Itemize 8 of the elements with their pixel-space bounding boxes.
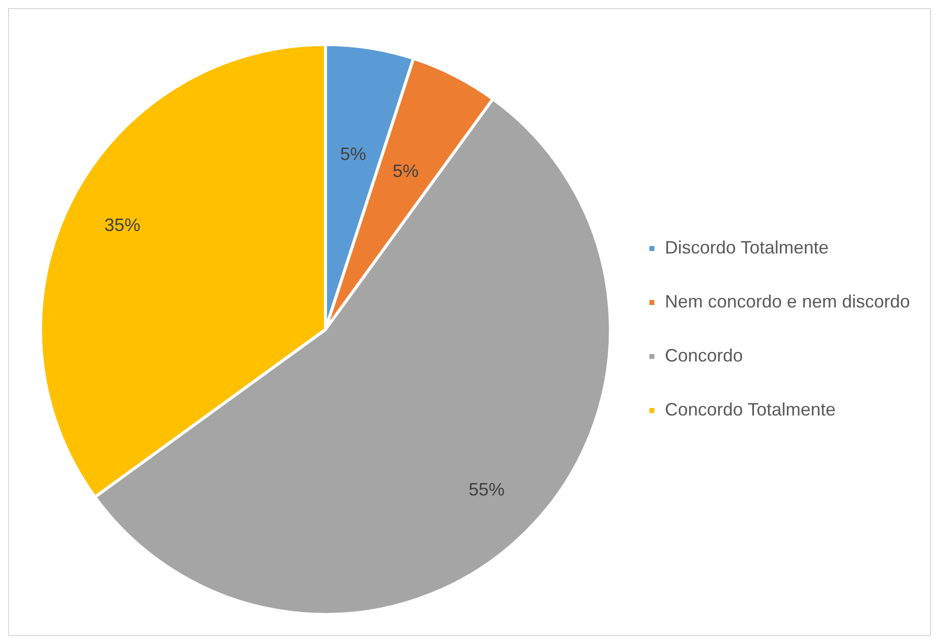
data-label: 35% — [104, 214, 140, 235]
data-label: 5% — [340, 144, 366, 164]
legend-label: Nem concordo e nem discordo — [664, 291, 910, 312]
data-label: 5% — [392, 161, 419, 182]
data-label: 55% — [468, 480, 505, 500]
legend-label: Concordo Totalmente — [664, 399, 836, 420]
legend-label: Discordo Totalmente — [664, 237, 829, 258]
legend-label: Concordo — [664, 345, 743, 366]
